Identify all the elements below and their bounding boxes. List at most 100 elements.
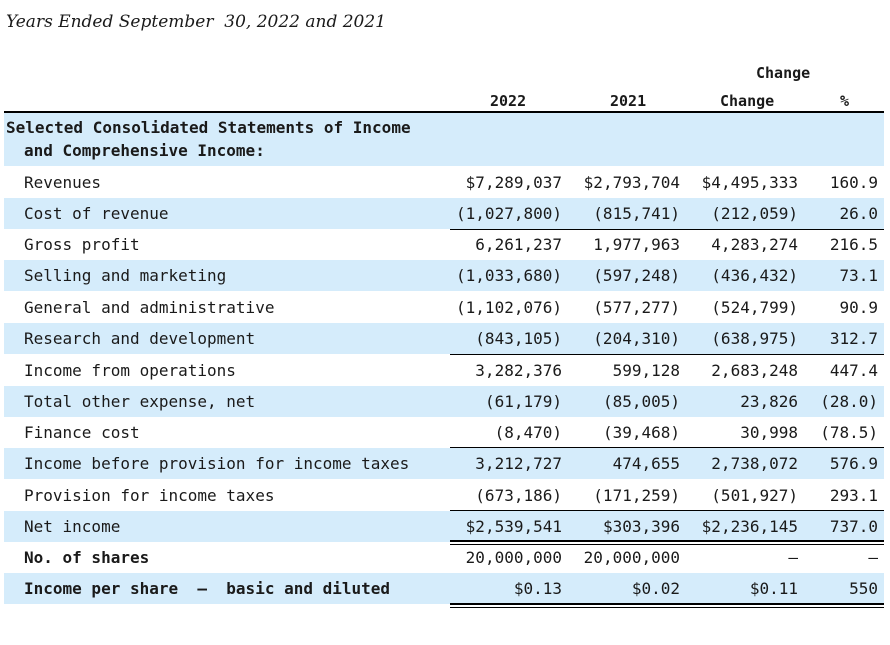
value-2022: (1,033,680) [456, 266, 562, 285]
value-2022: $2,539,541 [465, 517, 562, 536]
row-label: Finance cost [24, 423, 140, 442]
rule-bottom-2 [450, 607, 884, 608]
value-percent: 737.0 [829, 517, 878, 536]
value-change: (638,975) [711, 329, 798, 348]
rule-above-gross-profit [450, 229, 884, 230]
value-change: 2,683,248 [711, 361, 798, 380]
value-2021: (171,259) [593, 486, 680, 505]
rule-above-income-from-operations [450, 354, 884, 355]
value-2021: (39,468) [602, 423, 680, 442]
row-label: Cost of revenue [24, 204, 169, 223]
value-2022: (1,027,800) [456, 204, 562, 223]
value-percent: 576.9 [829, 454, 878, 473]
header-percent: % [840, 92, 850, 110]
value-2021: (204,310) [593, 329, 680, 348]
value-percent: 447.4 [829, 361, 878, 380]
row-label: Income per share – basic and diluted [24, 579, 391, 598]
row-label: No. of shares [24, 548, 150, 567]
table-row: Income per share – basic and diluted $0.1… [4, 573, 884, 604]
value-percent: 293.1 [829, 486, 878, 505]
header-change-top: Change [756, 64, 811, 82]
rule-bottom-1 [450, 603, 884, 605]
value-percent: — [868, 548, 878, 567]
row-label: Research and development [24, 329, 256, 348]
value-2022: (1,102,076) [456, 298, 562, 317]
rule-below-net-income-1 [450, 540, 884, 542]
header-change: Change [720, 92, 775, 110]
value-percent: (28.0) [820, 392, 878, 411]
value-change: (524,799) [711, 298, 798, 317]
table-title: Years Ended September 30, 2022 and 2021 [6, 12, 387, 32]
table-row: General and administrative (1,102,076) (57… [4, 292, 884, 323]
table-row: Net income $2,539,541 $303,396 $2,236,145 73… [4, 511, 884, 542]
table-row: Income before provision for income taxes… [4, 448, 884, 479]
value-2021: $0.02 [631, 579, 680, 598]
header-2021: 2021 [610, 92, 647, 110]
value-change: (501,927) [711, 486, 798, 505]
header-2022: 2022 [490, 92, 527, 110]
value-percent: 90.9 [839, 298, 878, 317]
value-2022: (8,470) [494, 423, 562, 442]
row-label: Income before provision for income taxes [24, 454, 410, 473]
table-row: Cost of revenue (1,027,800) (815,741) (212,… [4, 198, 884, 229]
header-rule-right [450, 111, 884, 113]
value-percent: 73.1 [839, 266, 878, 285]
value-change: $4,495,333 [701, 173, 798, 192]
value-percent: 216.5 [829, 235, 878, 254]
value-change: 2,738,072 [711, 454, 798, 473]
value-change: 30,998 [740, 423, 798, 442]
value-2022: (673,186) [475, 486, 562, 505]
table-row: No. of shares 20,000,000 20,000,000 — — [4, 542, 884, 573]
rule-above-net-income [450, 510, 884, 511]
table-row: Revenues $7,289,037 $2,793,704 $4,495,333 16… [4, 167, 884, 198]
value-percent: 312.7 [829, 329, 878, 348]
row-label: Provision for income taxes [24, 486, 275, 505]
value-2022: (61,179) [484, 392, 562, 411]
value-2021: 599,128 [612, 361, 680, 380]
table-row: Provision for income taxes (673,186) (171,… [4, 480, 884, 511]
value-percent: 26.0 [839, 204, 878, 223]
value-2022: (843,105) [475, 329, 562, 348]
value-2022: 3,212,727 [475, 454, 562, 473]
value-2021: (85,005) [602, 392, 680, 411]
value-2021: 20,000,000 [583, 548, 680, 567]
row-label: Gross profit [24, 235, 140, 254]
section-title-line2: and Comprehensive Income: [24, 141, 265, 160]
value-change: 23,826 [740, 392, 798, 411]
value-2021: 1,977,963 [593, 235, 680, 254]
value-2022: $7,289,037 [465, 173, 562, 192]
value-change: (436,432) [711, 266, 798, 285]
value-2021: (815,741) [593, 204, 680, 223]
value-2022: 20,000,000 [465, 548, 562, 567]
table-row: Income from operations 3,282,376 599,128 2,… [4, 355, 884, 386]
header-rule-left [4, 111, 450, 113]
value-2021: $303,396 [602, 517, 680, 536]
rule-below-net-income-2 [450, 544, 884, 545]
value-change: 4,283,274 [711, 235, 798, 254]
value-2021: (577,277) [593, 298, 680, 317]
table-row: Finance cost (8,470) (39,468) 30,998 (78.5) [4, 417, 884, 448]
value-2022: $0.13 [513, 579, 562, 598]
row-label: Total other expense, net [24, 392, 256, 411]
rule-above-income-before-tax [450, 447, 884, 448]
value-change: — [788, 548, 798, 567]
row-label: Net income [24, 517, 121, 536]
value-2022: 3,282,376 [475, 361, 562, 380]
row-label: Income from operations [24, 361, 236, 380]
value-change: $0.11 [749, 579, 798, 598]
value-change: $2,236,145 [701, 517, 798, 536]
value-2022: 6,261,237 [475, 235, 562, 254]
value-2021: (597,248) [593, 266, 680, 285]
value-2021: 474,655 [612, 454, 680, 473]
table-row: Gross profit 6,261,237 1,977,963 4,283,274 2… [4, 229, 884, 260]
value-percent: (78.5) [820, 423, 878, 442]
row-label: Revenues [24, 173, 102, 192]
row-label: Selling and marketing [24, 266, 227, 285]
table-row: Total other expense, net (61,179) (85,005)… [4, 386, 884, 417]
table-row: Research and development (843,105) (204,31… [4, 323, 884, 354]
row-label: General and administrative [24, 298, 275, 317]
table-row: Selling and marketing (1,033,680) (597,248… [4, 260, 884, 291]
value-change: (212,059) [711, 204, 798, 223]
value-percent: 160.9 [829, 173, 878, 192]
section-header: Selected Consolidated Statements of Inco… [4, 113, 884, 166]
